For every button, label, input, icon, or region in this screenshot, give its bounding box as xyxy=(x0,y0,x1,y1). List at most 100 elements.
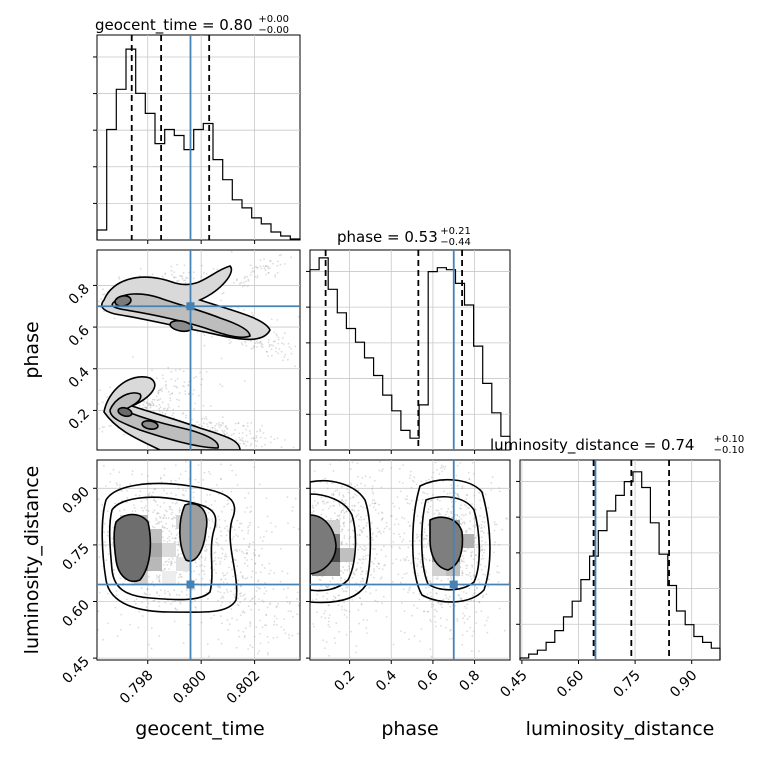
sample-point xyxy=(221,429,224,432)
sample-point xyxy=(438,693,440,695)
sample-point xyxy=(264,437,267,440)
sample-point xyxy=(197,464,200,467)
sample-point xyxy=(515,639,517,641)
sample-point xyxy=(355,651,357,654)
tick-label-geocent-time: 0.802 xyxy=(224,668,264,708)
sample-point xyxy=(408,638,410,640)
sample-point xyxy=(112,569,115,571)
sample-point xyxy=(361,570,364,573)
sample-point xyxy=(269,603,271,606)
sample-point xyxy=(125,598,128,601)
sample-point xyxy=(129,483,132,485)
sample-point xyxy=(164,601,167,604)
sample-point xyxy=(374,502,377,505)
sample-point xyxy=(103,310,105,313)
sample-point xyxy=(219,586,221,588)
tick-label-geocent-time: 0.798 xyxy=(117,668,157,708)
sample-point xyxy=(375,553,378,555)
sample-point xyxy=(223,592,226,594)
sample-point xyxy=(265,624,268,627)
sample-point xyxy=(277,342,280,345)
sample-point xyxy=(414,557,417,560)
sample-point xyxy=(265,273,267,276)
sample-point xyxy=(200,556,203,558)
sample-point xyxy=(280,254,282,256)
sample-point xyxy=(53,541,55,543)
histogram-step xyxy=(519,471,721,660)
sample-point xyxy=(332,492,335,495)
sample-point xyxy=(230,434,233,437)
sample-point xyxy=(132,504,135,506)
sample-point xyxy=(145,406,148,409)
sample-point xyxy=(366,535,368,538)
sample-point xyxy=(237,422,240,425)
sample-point xyxy=(342,522,345,525)
sample-point xyxy=(481,530,484,532)
sample-point xyxy=(403,557,405,560)
sample-point xyxy=(477,578,480,581)
sample-point xyxy=(443,468,446,470)
sample-point xyxy=(380,532,382,535)
sample-point xyxy=(208,519,211,522)
sample-point xyxy=(221,552,224,555)
sample-point xyxy=(475,622,478,624)
sample-point xyxy=(220,357,223,360)
sample-point xyxy=(194,606,197,608)
sample-point xyxy=(231,526,233,529)
sample-point xyxy=(373,506,375,509)
sample-point xyxy=(401,540,403,543)
sample-point xyxy=(124,453,126,455)
sample-point xyxy=(81,389,83,391)
sample-point xyxy=(319,588,321,591)
sample-point xyxy=(364,484,366,487)
sample-point xyxy=(396,496,399,498)
sample-point xyxy=(370,536,373,539)
sample-point xyxy=(302,566,304,568)
sample-point xyxy=(424,569,427,571)
sample-point xyxy=(282,337,284,339)
sample-point xyxy=(465,573,468,576)
sample-point xyxy=(185,276,187,279)
sample-point xyxy=(406,502,409,504)
sample-point xyxy=(291,510,294,512)
sample-point xyxy=(383,564,385,567)
sample-point xyxy=(224,578,227,580)
sample-point xyxy=(410,486,413,489)
sample-point xyxy=(455,518,458,521)
sample-point xyxy=(257,580,259,583)
sample-point xyxy=(382,468,384,471)
sample-point xyxy=(376,527,379,530)
sample-point xyxy=(276,264,279,267)
sample-point xyxy=(350,483,353,486)
sample-point xyxy=(161,525,164,527)
sample-point xyxy=(351,598,353,601)
sample-point xyxy=(177,543,180,546)
sample-point xyxy=(234,666,236,668)
sample-point xyxy=(116,484,119,487)
sample-point xyxy=(259,259,262,261)
sample-point xyxy=(230,341,232,343)
sample-point xyxy=(475,536,477,539)
sample-point xyxy=(100,298,102,300)
sample-point xyxy=(329,580,332,583)
sample-point xyxy=(357,489,360,492)
sample-point xyxy=(343,613,346,616)
sample-point xyxy=(290,256,292,259)
sample-point xyxy=(242,577,244,579)
sample-point xyxy=(444,626,447,629)
sample-point xyxy=(256,342,259,344)
sample-point xyxy=(287,610,290,612)
sample-point xyxy=(228,530,230,533)
sample-point xyxy=(337,594,340,597)
sample-point xyxy=(278,348,281,350)
sample-point xyxy=(338,630,341,633)
sample-point xyxy=(269,569,272,572)
sample-point xyxy=(254,554,256,556)
sample-point xyxy=(429,581,432,583)
tick-label-geocent-time: 0.800 xyxy=(170,668,210,708)
sample-point xyxy=(170,560,173,563)
sample-point xyxy=(328,507,330,510)
sample-point xyxy=(255,626,258,629)
sample-point xyxy=(464,550,466,552)
sample-point xyxy=(153,526,156,529)
